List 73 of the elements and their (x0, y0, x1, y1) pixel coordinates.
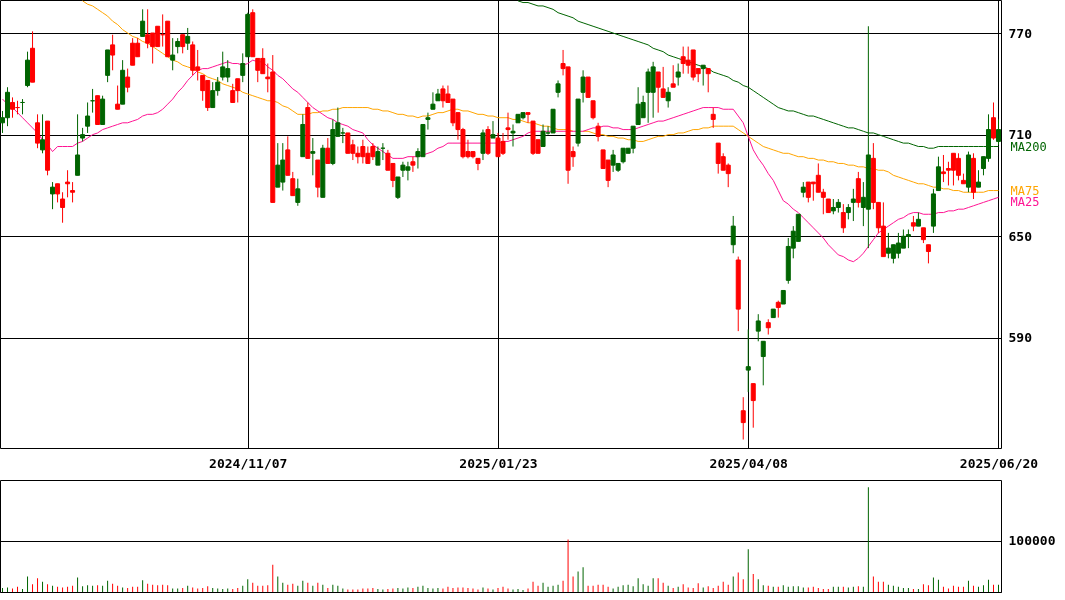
candlestick (850, 188, 856, 222)
candlestick (855, 171, 861, 208)
candlestick (180, 34, 186, 54)
candlestick (755, 313, 761, 342)
candlestick (750, 383, 756, 429)
candlestick (710, 107, 716, 129)
candlestick (990, 101, 996, 141)
candlestick (325, 137, 331, 164)
candlestick (505, 112, 511, 141)
x-tick-label: 2024/11/07 (209, 455, 288, 471)
candlestick (490, 120, 496, 139)
candlestick (115, 85, 121, 110)
candlestick (935, 156, 941, 192)
candlestick (125, 68, 131, 93)
candlestick (295, 178, 301, 207)
candlestick (905, 229, 911, 249)
candlestick (996, 118, 1001, 146)
x-tick-label: 2025/04/08 (709, 455, 789, 471)
candlestick (40, 113, 46, 154)
candlestick (65, 169, 71, 198)
candlestick (50, 181, 56, 210)
candlestick (705, 68, 711, 93)
x-tick-label: 2025/06/20 (959, 455, 1039, 471)
candlestick (660, 66, 666, 98)
candlestick (310, 137, 316, 176)
candlestick (55, 183, 61, 203)
candlestick (220, 51, 226, 81)
y-tick-label: 770 (1008, 25, 1033, 41)
candlestick (670, 64, 676, 88)
candlestick (185, 27, 191, 51)
candlestick (940, 154, 946, 183)
candlestick (665, 86, 671, 109)
candlestick (510, 123, 516, 148)
candlestick (140, 8, 146, 37)
line-series (2, 59, 999, 263)
candlestick (760, 340, 766, 386)
candlestick (590, 100, 596, 120)
candlestick (240, 52, 246, 83)
x-tick-label: 2025/01/23 (459, 455, 538, 471)
candlestick (925, 244, 931, 264)
candlestick (730, 215, 736, 254)
candlestick (955, 152, 961, 181)
candlestick (410, 156, 416, 173)
candlestick (745, 328, 751, 393)
candlestick (550, 108, 556, 134)
candlestick (375, 146, 381, 166)
candlestick (210, 81, 216, 109)
candlestick (130, 37, 136, 66)
candlestick (595, 122, 601, 142)
candlestick (275, 142, 281, 188)
candlestick (540, 123, 546, 148)
candlestick (700, 64, 706, 87)
candlestick (35, 113, 41, 149)
candlestick (255, 57, 261, 83)
candlestick (110, 34, 116, 71)
candlestick (840, 203, 846, 234)
candlestick (480, 129, 486, 161)
candlestick (75, 113, 81, 176)
candlestick (430, 91, 436, 110)
candlestick (675, 63, 681, 87)
candlestick (290, 171, 296, 197)
candlestick (170, 37, 176, 71)
candlestick (585, 76, 591, 98)
candlestick (145, 8, 151, 49)
candlestick (740, 396, 746, 441)
y-tick-label: 100000 (1008, 533, 1056, 549)
y-tick-label: 590 (1008, 330, 1033, 346)
candlestick (85, 101, 91, 134)
candlestick (60, 191, 66, 224)
candlestick (485, 125, 491, 156)
candlestick (70, 181, 76, 203)
candlestick (655, 71, 661, 114)
y-tick-label: 650 (1008, 228, 1033, 244)
